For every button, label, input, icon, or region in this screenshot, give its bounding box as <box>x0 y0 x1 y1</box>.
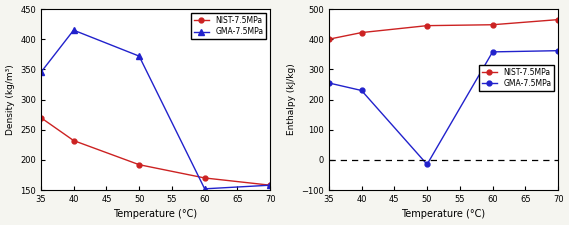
Line: GMA-7.5MPa: GMA-7.5MPa <box>327 48 560 167</box>
X-axis label: Temperature (°C): Temperature (°C) <box>113 209 197 219</box>
X-axis label: Temperature (°C): Temperature (°C) <box>401 209 485 219</box>
GMA-7.5MPa <box>489 51 496 53</box>
GMA-7.5MPa <box>325 82 332 84</box>
GMA-7.5MPa <box>358 89 365 92</box>
NIST-7.5MPa <box>201 177 208 179</box>
GMA-7.5MPa <box>267 184 274 187</box>
NIST-7.5MPa <box>555 18 562 21</box>
NIST-7.5MPa <box>325 38 332 40</box>
Legend: NIST-7.5MPa, GMA-7.5MPa: NIST-7.5MPa, GMA-7.5MPa <box>479 65 554 91</box>
GMA-7.5MPa <box>38 71 44 74</box>
NIST-7.5MPa <box>424 24 431 27</box>
NIST-7.5MPa <box>489 23 496 26</box>
GMA-7.5MPa <box>555 49 562 52</box>
GMA-7.5MPa <box>70 29 77 32</box>
Line: NIST-7.5MPa: NIST-7.5MPa <box>39 115 273 188</box>
Y-axis label: Enthalpy (kJ/kg): Enthalpy (kJ/kg) <box>287 64 296 135</box>
NIST-7.5MPa <box>70 139 77 142</box>
NIST-7.5MPa <box>358 31 365 34</box>
GMA-7.5MPa <box>201 187 208 190</box>
GMA-7.5MPa <box>424 163 431 166</box>
NIST-7.5MPa <box>38 116 44 119</box>
NIST-7.5MPa <box>136 163 143 166</box>
Line: NIST-7.5MPa: NIST-7.5MPa <box>327 17 560 42</box>
Line: GMA-7.5MPa: GMA-7.5MPa <box>38 27 273 192</box>
NIST-7.5MPa <box>267 184 274 187</box>
Legend: NIST-7.5MPa, GMA-7.5MPa: NIST-7.5MPa, GMA-7.5MPa <box>191 13 266 39</box>
GMA-7.5MPa <box>136 55 143 57</box>
Y-axis label: Density (kg/m³): Density (kg/m³) <box>6 64 15 135</box>
